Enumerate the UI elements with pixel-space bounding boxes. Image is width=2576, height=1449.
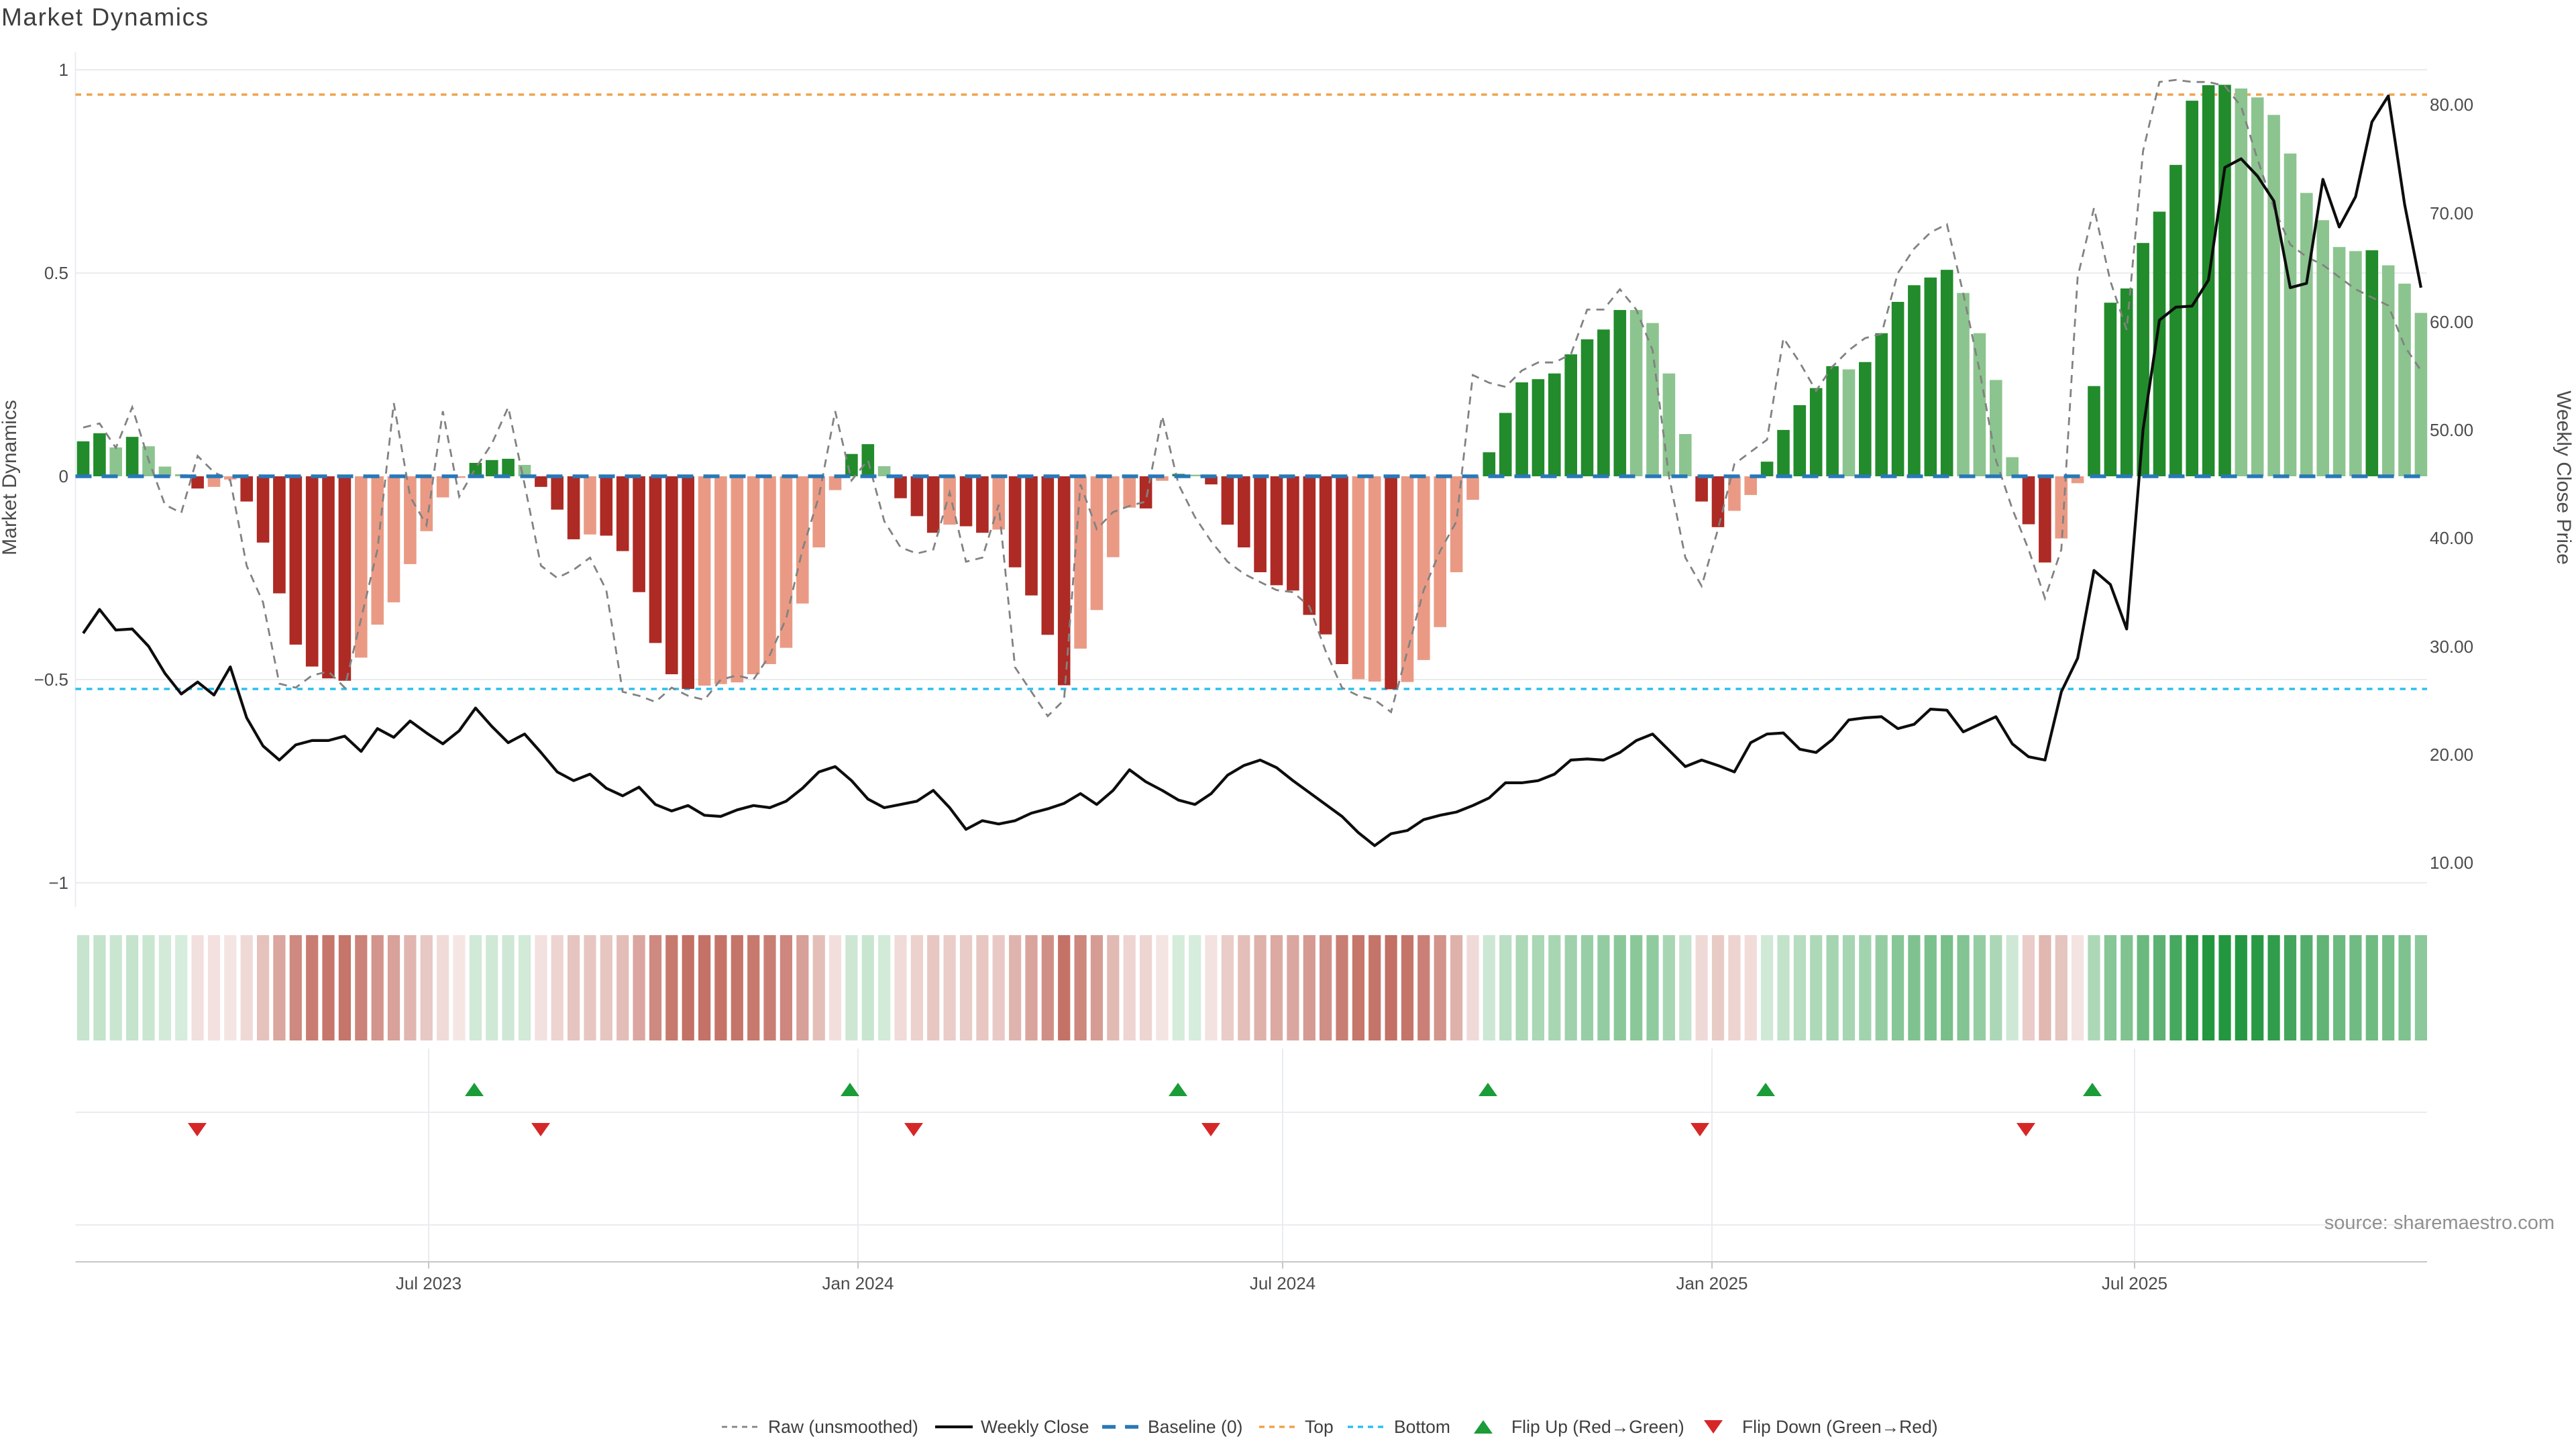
svg-text:Market Dynamics: Market Dynamics	[1, 3, 209, 31]
svg-text:20.00: 20.00	[2430, 745, 2473, 765]
svg-text:1: 1	[59, 60, 68, 80]
svg-text:Jul 2023: Jul 2023	[396, 1273, 462, 1293]
svg-text:−1: −1	[48, 873, 68, 893]
svg-text:Weekly Close: Weekly Close	[981, 1417, 1089, 1437]
svg-text:Top: Top	[1305, 1417, 1334, 1437]
svg-text:Jul 2024: Jul 2024	[1250, 1273, 1316, 1293]
svg-text:Market Dynamics: Market Dynamics	[0, 400, 21, 555]
svg-text:Raw (unsmoothed): Raw (unsmoothed)	[768, 1417, 918, 1437]
svg-text:Weekly Close Price: Weekly Close Price	[2553, 390, 2575, 565]
svg-text:Flip Down (Green→Red): Flip Down (Green→Red)	[1742, 1417, 1938, 1437]
svg-text:60.00: 60.00	[2430, 312, 2473, 332]
svg-text:Jul 2025: Jul 2025	[2102, 1273, 2167, 1293]
svg-text:50.00: 50.00	[2430, 420, 2473, 440]
svg-text:10.00: 10.00	[2430, 853, 2473, 873]
svg-text:70.00: 70.00	[2430, 203, 2473, 223]
svg-text:−0.5: −0.5	[34, 669, 68, 690]
svg-text:source: sharemaestro.com: source: sharemaestro.com	[2324, 1212, 2555, 1234]
svg-text:Flip Up (Red→Green): Flip Up (Red→Green)	[1511, 1417, 1684, 1437]
svg-text:0.5: 0.5	[44, 263, 68, 283]
svg-text:Baseline (0): Baseline (0)	[1148, 1417, 1242, 1437]
svg-text:40.00: 40.00	[2430, 528, 2473, 548]
svg-text:Jan 2024: Jan 2024	[822, 1273, 894, 1293]
svg-text:Bottom: Bottom	[1394, 1417, 1450, 1437]
svg-text:Jan 2025: Jan 2025	[1676, 1273, 1748, 1293]
svg-text:80.00: 80.00	[2430, 95, 2473, 115]
svg-text:30.00: 30.00	[2430, 637, 2473, 657]
svg-text:0: 0	[59, 466, 68, 486]
